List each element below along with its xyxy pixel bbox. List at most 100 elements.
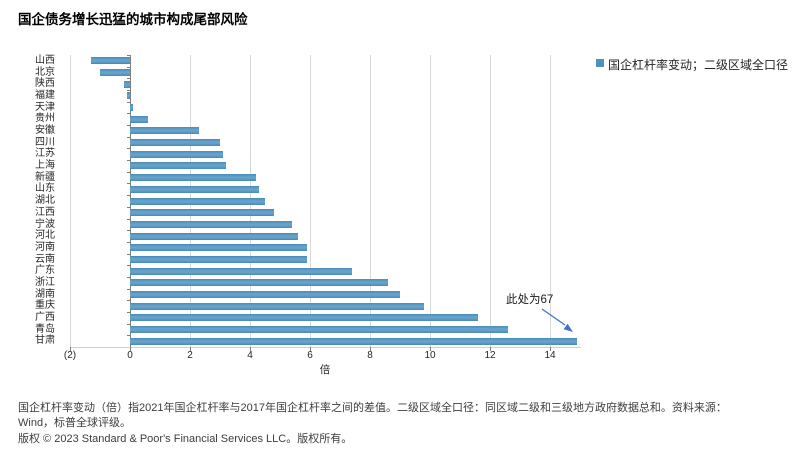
y-axis-label: 广西: [35, 311, 55, 323]
category-tick: [127, 101, 130, 103]
gridline: [370, 55, 371, 347]
gridline: [430, 55, 431, 347]
bar-宁波: [130, 220, 292, 228]
category-tick: [127, 311, 130, 313]
footnote-line-2: Wind，标普全球评级。: [18, 417, 132, 429]
x-axis-tick-label: (2): [63, 350, 77, 361]
y-axis-label: 云南: [35, 253, 55, 265]
x-axis-tick-label: 6: [307, 350, 313, 361]
bar-山东: [130, 185, 259, 193]
category-tick: [127, 335, 130, 337]
y-axis-label: 湖北: [35, 195, 55, 207]
y-axis-label: 湖南: [35, 288, 55, 300]
x-axis-tick-label: 4: [247, 350, 253, 361]
bar-安徽: [130, 127, 199, 135]
y-axis-label: 天津: [35, 101, 55, 113]
footnote-line-1: 国企杠杆率变动（倍）指2021年国企杠杆率与2017年国企杠杆率之间的差值。二级…: [18, 402, 727, 414]
category-tick: [127, 125, 130, 127]
gridline: [550, 55, 551, 347]
category-tick: [127, 300, 130, 302]
y-axis-label: 四川: [35, 136, 55, 148]
copyright-line: 版权 © 2023 Standard & Poor's Financial Se…: [18, 433, 353, 445]
category-tick: [127, 206, 130, 208]
category-tick: [127, 160, 130, 162]
y-axis-label: 陕西: [35, 78, 55, 90]
bar-天津: [130, 104, 133, 112]
bar-山西: [91, 57, 130, 65]
chart-plot-area: [70, 55, 580, 351]
y-axis-label: 上海: [35, 160, 55, 172]
y-axis-label: 广东: [35, 265, 55, 277]
bar-上海: [130, 162, 226, 170]
y-axis-label: 新疆: [35, 171, 55, 183]
y-axis-label: 宁波: [35, 218, 55, 230]
x-axis-line: [70, 347, 581, 348]
bar-贵州: [130, 115, 148, 123]
category-tick: [127, 55, 130, 56]
gridline: [490, 55, 491, 347]
legend-swatch-icon: [596, 59, 604, 67]
x-axis-tick-label: 0: [127, 350, 133, 361]
y-axis-label: 重庆: [35, 300, 55, 312]
annotation-text: 此处为67: [506, 294, 554, 306]
y-axis-label: 山东: [35, 183, 55, 195]
bar-甘肃: [130, 337, 577, 345]
x-axis-tick-label: 2: [187, 350, 193, 361]
bar-湖北: [130, 197, 265, 205]
category-tick: [127, 288, 130, 290]
y-axis-label: 河北: [35, 230, 55, 242]
category-tick: [127, 171, 130, 173]
category-tick: [127, 66, 130, 68]
footnotes: 国企杠杆率变动（倍）指2021年国企杠杆率与2017年国企杠杆率之间的差值。二级…: [18, 401, 790, 447]
y-axis-label: 青岛: [35, 323, 55, 335]
category-tick: [127, 148, 130, 150]
x-axis-tick: [490, 347, 491, 351]
annotation-arrow-icon: [541, 308, 573, 332]
legend-label: 国企杠杆率变动；二级区域全口径: [608, 58, 789, 72]
category-tick: [127, 195, 130, 197]
x-axis-tick: [130, 347, 131, 351]
gridline: [70, 55, 71, 347]
x-axis-tick-label: 14: [544, 350, 556, 361]
category-tick: [127, 265, 130, 267]
category-tick: [127, 113, 130, 115]
bar-福建: [127, 92, 130, 100]
x-axis-tick-label: 8: [367, 350, 373, 361]
x-axis-tick: [250, 347, 251, 351]
category-tick: [127, 218, 130, 220]
bar-湖南: [130, 290, 400, 298]
y-axis-label: 河南: [35, 241, 55, 253]
x-axis-tick: [70, 347, 71, 351]
y-axis-label: 安徽: [35, 125, 55, 137]
bar-浙江: [130, 279, 388, 287]
y-axis-label: 北京: [35, 66, 55, 78]
y-axis-label: 浙江: [35, 276, 55, 288]
category-tick: [127, 78, 130, 80]
y-axis-label: 甘肃: [35, 335, 55, 347]
gridline: [310, 55, 311, 347]
y-axis-label: 山西: [35, 55, 55, 66]
bar-青岛: [130, 325, 508, 333]
x-axis-tick: [310, 347, 311, 351]
bar-陕西: [124, 80, 130, 88]
x-axis-title: 倍: [319, 364, 331, 376]
x-axis-tick: [190, 347, 191, 351]
chart-title: 国企债务增长迅猛的城市构成尾部风险: [18, 12, 248, 27]
category-tick: [127, 253, 130, 255]
bar-云南: [130, 255, 307, 263]
bar-河南: [130, 244, 307, 252]
y-axis-label: 江苏: [35, 148, 55, 160]
bar-广东: [130, 267, 352, 275]
category-tick: [127, 241, 130, 243]
y-axis-label: 贵州: [35, 113, 55, 125]
x-axis-tick-label: 12: [484, 350, 496, 361]
x-axis-tick: [370, 347, 371, 351]
x-axis-tick: [550, 347, 551, 351]
y-axis-label: 福建: [35, 90, 55, 102]
category-tick: [127, 183, 130, 185]
x-axis-tick: [430, 347, 431, 351]
bar-新疆: [130, 174, 256, 182]
bar-河北: [130, 232, 298, 240]
category-tick: [127, 136, 130, 138]
